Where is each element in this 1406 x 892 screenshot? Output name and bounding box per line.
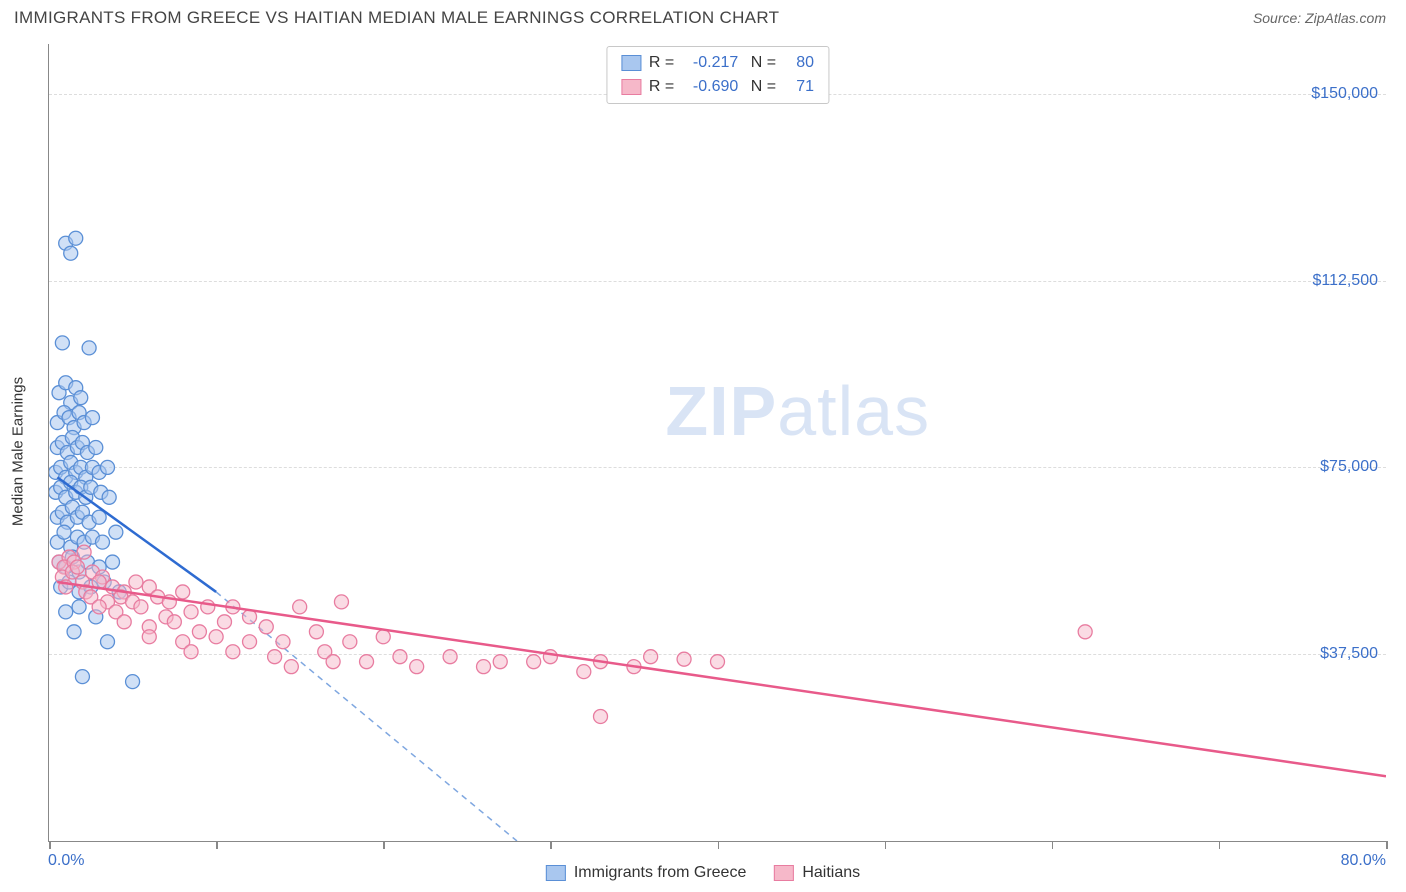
- correlation-legend: R = -0.217 N = 80 R = -0.690 N = 71: [606, 46, 829, 104]
- x-tick: [49, 841, 51, 849]
- x-axis-min-label: 0.0%: [48, 852, 84, 870]
- chart-area: Median Male Earnings ZIPatlas R = -0.217…: [48, 44, 1386, 842]
- x-tick: [1052, 841, 1054, 849]
- swatch-haitians-icon: [774, 865, 794, 881]
- swatch-haitians: [621, 79, 641, 95]
- x-tick: [885, 841, 887, 849]
- source-attribution: Source: ZipAtlas.com: [1253, 10, 1386, 26]
- chart-title: IMMIGRANTS FROM GREECE VS HAITIAN MEDIAN…: [14, 8, 779, 28]
- x-tick: [1386, 841, 1388, 849]
- plot-region: ZIPatlas R = -0.217 N = 80 R = -0.690 N …: [48, 44, 1386, 842]
- x-tick: [1219, 841, 1221, 849]
- x-tick: [550, 841, 552, 849]
- scatter-svg: [49, 44, 1386, 841]
- swatch-greece-icon: [546, 865, 566, 881]
- chart-header: IMMIGRANTS FROM GREECE VS HAITIAN MEDIAN…: [0, 0, 1406, 32]
- swatch-greece: [621, 55, 641, 71]
- x-axis-max-label: 80.0%: [1341, 852, 1386, 870]
- x-tick: [216, 841, 218, 849]
- legend-row-haitians: R = -0.690 N = 71: [621, 75, 814, 99]
- y-axis-label: Median Male Earnings: [10, 377, 27, 526]
- series-legend: Immigrants from Greece Haitians: [546, 864, 860, 882]
- legend-item-greece: Immigrants from Greece: [546, 864, 746, 882]
- x-tick: [383, 841, 385, 849]
- legend-row-greece: R = -0.217 N = 80: [621, 51, 814, 75]
- x-tick: [718, 841, 720, 849]
- legend-item-haitians: Haitians: [774, 864, 860, 882]
